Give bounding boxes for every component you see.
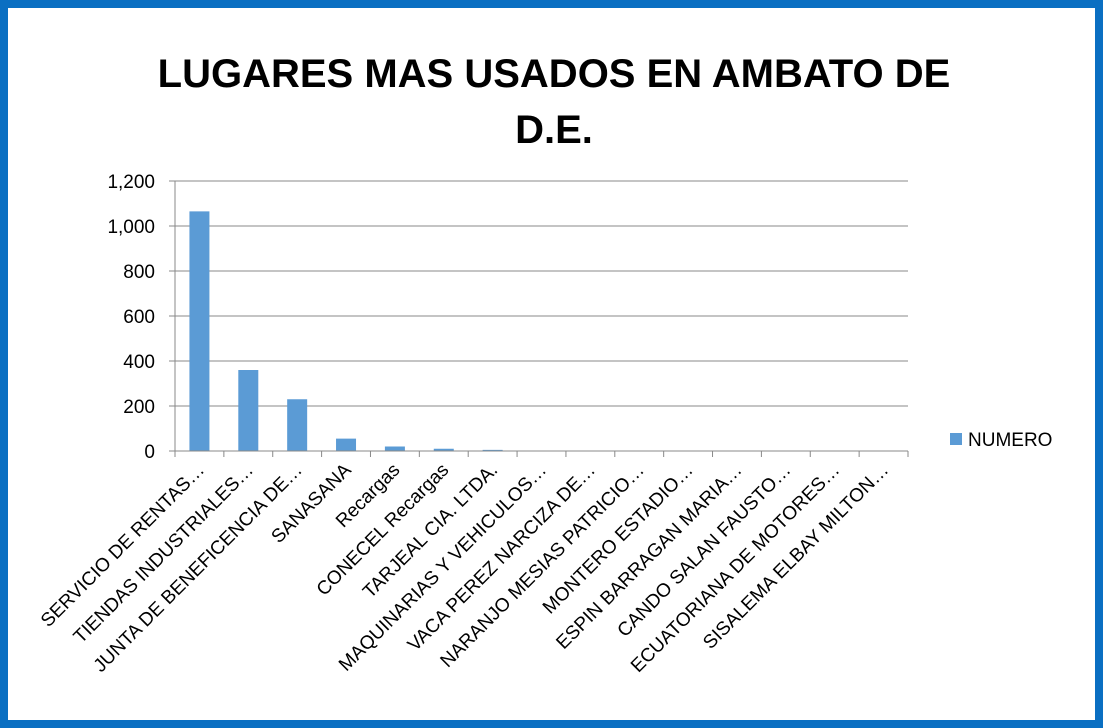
bar bbox=[433, 448, 454, 451]
x-tick-label: TIENDAS INDUSTRIALES… bbox=[70, 460, 258, 648]
bar bbox=[238, 370, 259, 451]
y-tick-label: 0 bbox=[144, 442, 155, 463]
legend-label: NUMERO bbox=[968, 430, 1052, 451]
bar bbox=[482, 449, 503, 451]
y-tick-label: 200 bbox=[123, 397, 155, 418]
y-tick-label: 1,200 bbox=[107, 172, 155, 193]
bar bbox=[384, 446, 405, 451]
y-tick-label: 800 bbox=[123, 262, 155, 283]
x-tick-label: JUNTA DE BENEFICENCIA DE… bbox=[90, 460, 307, 677]
y-tick-label: 600 bbox=[123, 307, 155, 328]
bar bbox=[287, 399, 308, 451]
legend-swatch bbox=[950, 433, 962, 445]
bar bbox=[189, 211, 210, 451]
y-tick-label: 400 bbox=[123, 352, 155, 373]
bar bbox=[336, 438, 357, 451]
y-tick-label: 1,000 bbox=[107, 217, 155, 238]
chart-title: LUGARES MAS USADOS EN AMBATO DE D.E. bbox=[157, 52, 951, 152]
